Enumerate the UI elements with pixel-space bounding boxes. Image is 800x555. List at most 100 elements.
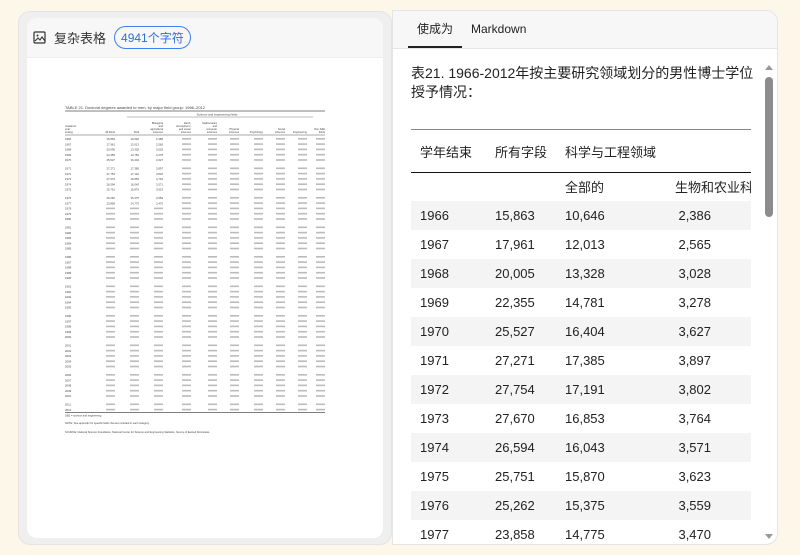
thumb-cell xyxy=(276,231,285,234)
thumb-cell xyxy=(130,360,139,362)
thumb-cell xyxy=(230,336,239,338)
thumb-cell xyxy=(182,183,191,185)
thumb-cell xyxy=(276,296,285,298)
thumb-cell xyxy=(130,231,139,234)
thumb-cell xyxy=(182,178,191,180)
thumb-cell xyxy=(254,271,263,274)
thumb-cell xyxy=(106,384,115,387)
thumb-cell xyxy=(276,389,285,392)
thumb-cell xyxy=(106,266,115,269)
thumb-text: 25,751 xyxy=(106,188,115,192)
thumb-cell xyxy=(182,290,191,293)
thumb-cell xyxy=(276,379,285,381)
thumb-cell xyxy=(254,237,263,239)
thumb-cell xyxy=(182,143,191,145)
scrollbar[interactable] xyxy=(763,57,775,544)
thumb-cell xyxy=(254,290,263,293)
thumb-cell xyxy=(154,237,163,239)
thumb-cell xyxy=(254,183,263,185)
scroll-down-arrow-icon[interactable] xyxy=(765,534,773,539)
tab-render[interactable]: 使成为 xyxy=(408,11,463,48)
thumb-cell xyxy=(276,197,285,199)
thumb-text: 1989 xyxy=(65,271,72,275)
table-row: 1966 15,863 10,646 2,386 xyxy=(411,200,752,230)
thumb-cell xyxy=(154,349,163,352)
thumb-cell xyxy=(254,379,263,381)
thumb-cell xyxy=(182,148,191,151)
thumb-cell xyxy=(208,290,217,293)
thumb-cell xyxy=(254,148,263,151)
thumb-cell xyxy=(208,167,217,170)
thumb-cell xyxy=(298,159,307,161)
thumb-cell xyxy=(298,325,307,328)
thumb-text: 1993 xyxy=(65,295,72,299)
thumb-text: SOURCE: National Science Foundation, Nat… xyxy=(65,430,210,434)
thumb-text: 16,404 xyxy=(130,158,139,162)
thumb-cell xyxy=(254,395,263,397)
thumb-cell xyxy=(316,226,325,229)
thumb-cell xyxy=(130,285,139,288)
thumb-cell xyxy=(254,301,263,303)
thumb-cell xyxy=(316,138,325,140)
thumb-cell xyxy=(276,365,285,368)
thumb-cell xyxy=(208,138,217,140)
thumb-cell xyxy=(276,266,285,269)
thumb-text: 16,043 xyxy=(130,182,139,186)
thumb-cell xyxy=(106,320,115,322)
thumb-text: 3,802 xyxy=(156,172,163,176)
table-cell: 3,627 xyxy=(678,323,712,339)
thumb-cell xyxy=(106,395,115,397)
thumb-cell xyxy=(254,159,263,161)
thumb-cell xyxy=(182,379,191,381)
thumb-text: 1991 xyxy=(65,285,72,289)
thumb-cell xyxy=(316,242,325,244)
thumb-cell xyxy=(254,408,263,411)
table-cell: 3,559 xyxy=(678,497,712,513)
thumb-cell xyxy=(316,261,325,263)
thumb-cell xyxy=(316,153,325,156)
thumb-cell xyxy=(316,330,325,333)
thumb-cell xyxy=(316,344,325,347)
thumb-cell xyxy=(106,207,115,210)
thumb-cell xyxy=(276,306,285,309)
thumb-cell xyxy=(208,408,217,411)
thumb-cell xyxy=(230,242,239,244)
thumb-cell xyxy=(208,384,217,387)
thumb-text: 2004 xyxy=(65,359,72,363)
thumb-cell xyxy=(106,285,115,288)
thumb-cell xyxy=(230,306,239,309)
thumb-text: 1990 xyxy=(65,276,72,280)
scrollbar-thumb[interactable] xyxy=(765,77,773,217)
thumb-cell xyxy=(298,153,307,156)
document-image: TABLE 21. Doctoral degrees awarded to me… xyxy=(65,105,326,434)
table-row: 1969 22,355 14,781 3,278 xyxy=(411,288,751,317)
rendered-content: 表21. 1966-2012年按主要研究领域划分的男性博士学位授予情况： 学年结… xyxy=(393,50,765,544)
thumb-cell xyxy=(208,355,217,357)
document-thumbnail[interactable]: TABLE 21. Doctoral degrees awarded to me… xyxy=(27,58,383,538)
thumb-text: 1966 xyxy=(65,137,72,141)
thumb-text: 1988 xyxy=(65,266,72,270)
thumb-cell xyxy=(130,226,139,229)
thumb-cell xyxy=(316,178,325,180)
thumb-cell xyxy=(230,172,239,175)
scroll-up-arrow-icon[interactable] xyxy=(765,65,773,70)
thumb-cell xyxy=(316,172,325,175)
table-cell: 1971 xyxy=(420,352,449,368)
thumb-cell xyxy=(130,349,139,352)
thumb-text: 3,897 xyxy=(156,167,163,171)
thumb-cell xyxy=(154,379,163,381)
thumb-cell xyxy=(182,271,191,274)
thumb-column-header: Non-S&E fields xyxy=(314,127,326,134)
table-cell: 27,271 xyxy=(495,352,535,368)
thumb-cell xyxy=(316,277,325,279)
thumb-cell xyxy=(276,188,285,191)
thumb-text: 1968 xyxy=(65,148,72,152)
thumb-text: 2000 xyxy=(65,335,72,339)
thumb-cell xyxy=(182,207,191,210)
tab-markdown[interactable]: Markdown xyxy=(471,22,527,36)
table-cell: 3,571 xyxy=(678,439,712,455)
table-row: 1976 25,262 15,375 3,559 xyxy=(411,490,752,520)
thumb-cell xyxy=(254,256,263,258)
thumb-cell xyxy=(182,226,191,229)
thumb-cell xyxy=(254,202,263,204)
